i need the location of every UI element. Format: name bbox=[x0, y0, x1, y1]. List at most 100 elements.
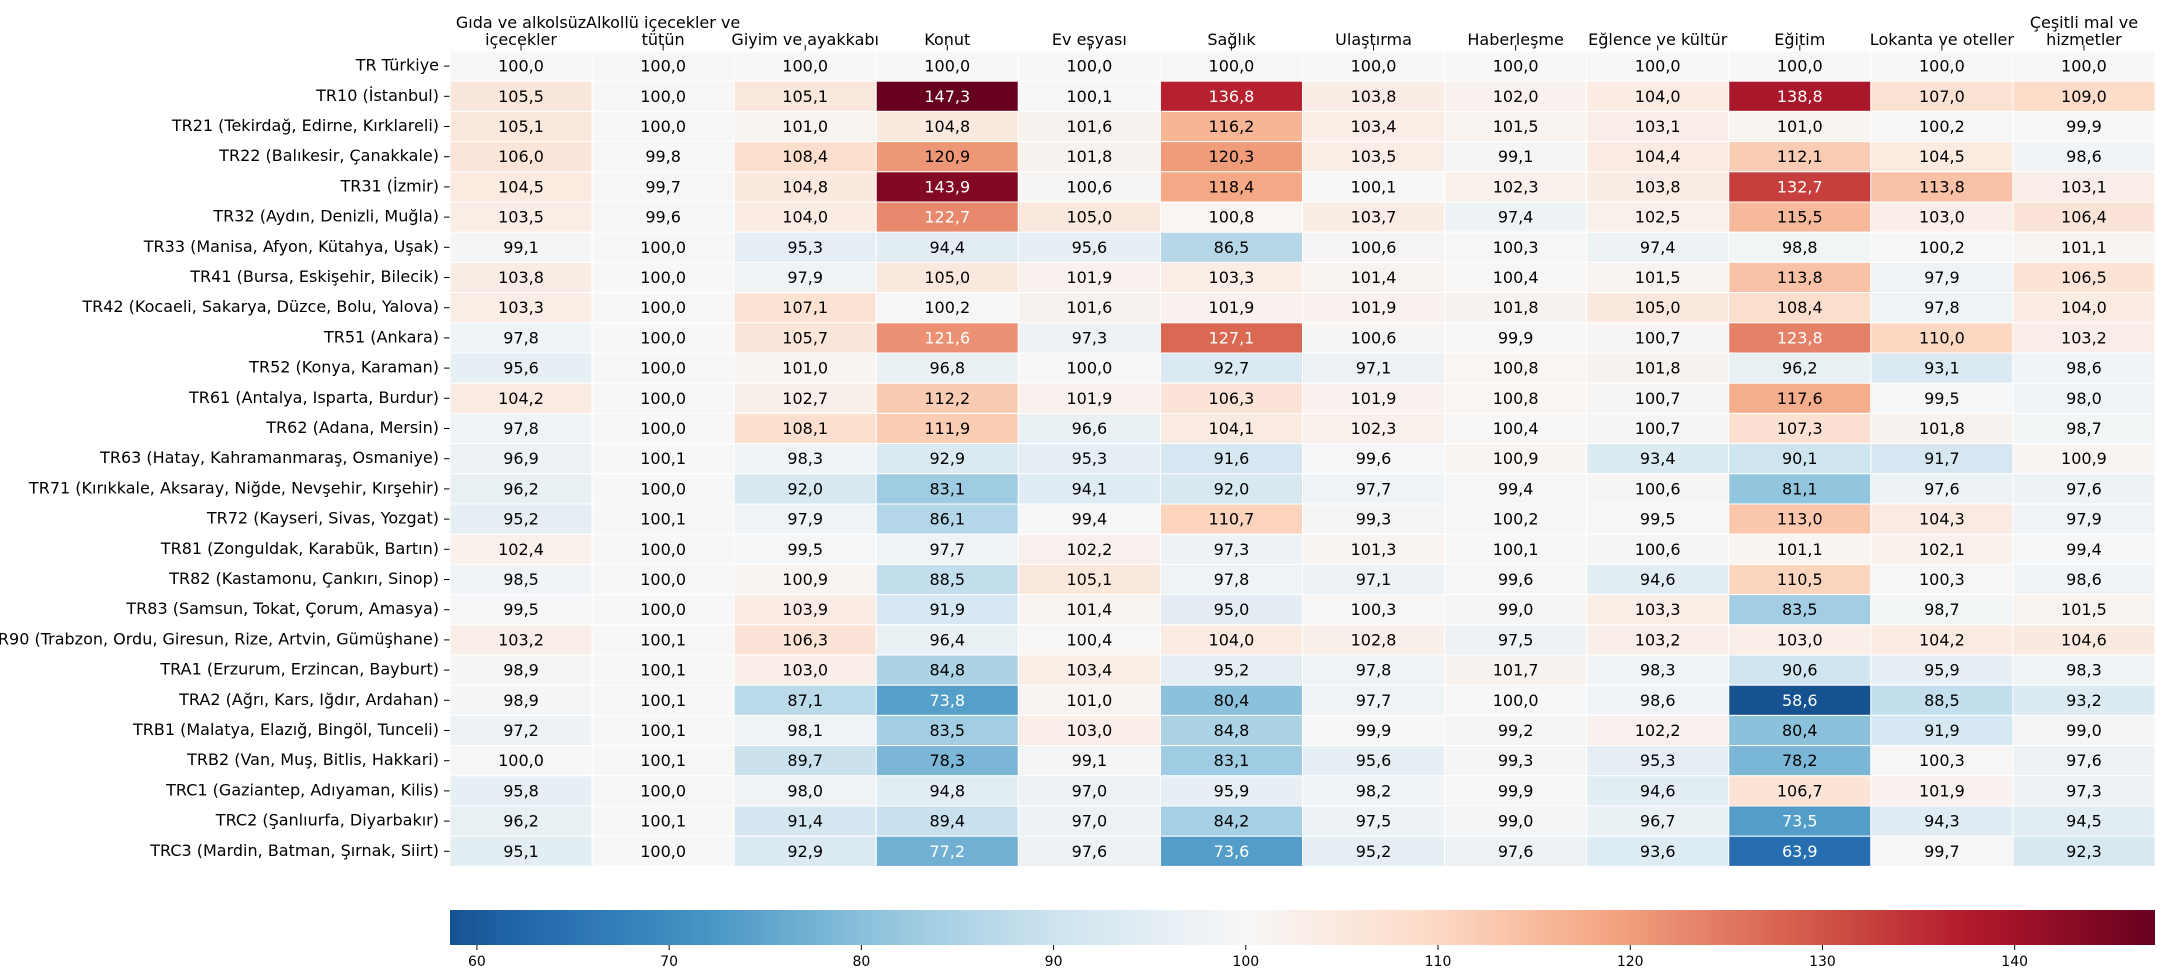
cell-label: 100,4 bbox=[1066, 630, 1112, 649]
heatmap-cell bbox=[875, 473, 1019, 505]
heatmap-cell bbox=[449, 443, 593, 475]
heatmap-cell bbox=[1586, 805, 1730, 837]
heatmap-cell bbox=[1017, 805, 1161, 837]
cell-label: 80,4 bbox=[1214, 691, 1250, 710]
cell-label: 100,3 bbox=[1351, 600, 1397, 619]
cell-label: 103,4 bbox=[1066, 661, 1112, 680]
heatmap-cell bbox=[875, 835, 1019, 867]
heatmap-cell bbox=[875, 594, 1019, 626]
cell-label: 100,9 bbox=[1493, 449, 1539, 468]
cell-label: 101,0 bbox=[782, 117, 828, 136]
cell-label: 101,8 bbox=[1635, 359, 1681, 378]
cell-label: 80,4 bbox=[1782, 721, 1818, 740]
heatmap-cell bbox=[2012, 684, 2156, 716]
cell-label: 100,0 bbox=[640, 781, 686, 800]
cell-label: 120,9 bbox=[924, 147, 970, 166]
cell-label: 73,8 bbox=[929, 691, 965, 710]
heatmap-cell bbox=[449, 654, 593, 686]
heatmap-cell bbox=[875, 110, 1019, 143]
heatmap-cell bbox=[1728, 714, 1872, 747]
cell-label: 100,0 bbox=[640, 238, 686, 257]
cell-label: 97,9 bbox=[787, 268, 823, 287]
cell-label: 100,1 bbox=[1066, 87, 1112, 106]
cell-label: 97,6 bbox=[1072, 842, 1108, 861]
cell-label: 100,0 bbox=[640, 268, 686, 287]
row-label: TR71 (Kırıkkale, Aksaray, Niğde, Nevşehi… bbox=[28, 478, 439, 497]
heatmap-cell bbox=[1302, 684, 1446, 716]
heatmap-cell bbox=[1444, 110, 1588, 143]
cell-label: 100,4 bbox=[1493, 268, 1539, 287]
cell-label: 101,1 bbox=[1777, 540, 1823, 559]
cell-label: 100,6 bbox=[1635, 479, 1681, 498]
heatmap-cell bbox=[2012, 382, 2156, 414]
cell-label: 106,3 bbox=[782, 630, 828, 649]
cell-label: 99,0 bbox=[2066, 721, 2102, 740]
heatmap-cell bbox=[1728, 684, 1872, 716]
cell-label: 100,0 bbox=[1493, 691, 1539, 710]
heatmap-cell bbox=[875, 805, 1019, 837]
colorbar bbox=[450, 910, 2155, 945]
cell-label: 93,1 bbox=[1924, 359, 1960, 378]
cell-label: 101,4 bbox=[1351, 268, 1397, 287]
cell-label: 100,0 bbox=[640, 359, 686, 378]
heatmap-cell bbox=[1017, 745, 1161, 777]
heatmap-cell bbox=[2012, 141, 2156, 173]
cell-label: 96,7 bbox=[1640, 812, 1676, 831]
cell-label: 104,0 bbox=[2061, 298, 2107, 317]
heatmap-cell bbox=[449, 412, 593, 445]
cell-label: 104,0 bbox=[1209, 630, 1255, 649]
cell-label: 83,1 bbox=[929, 479, 965, 498]
heatmap-cell bbox=[2012, 563, 2156, 596]
cell-label: 101,8 bbox=[1066, 147, 1112, 166]
cell-label: 100,0 bbox=[1635, 57, 1681, 76]
heatmap-cell bbox=[449, 322, 593, 354]
heatmap-cell bbox=[1870, 382, 2014, 414]
heatmap-cell bbox=[1444, 141, 1588, 173]
cell-label: 100,0 bbox=[640, 87, 686, 106]
cell-label: 109,0 bbox=[2061, 87, 2107, 106]
cell-label: 98,3 bbox=[1640, 661, 1676, 680]
cell-label: 105,0 bbox=[924, 268, 970, 287]
heatmap-cell bbox=[1444, 745, 1588, 777]
cell-label: 95,3 bbox=[1072, 449, 1108, 468]
heatmap-cell bbox=[1017, 503, 1161, 535]
cell-label: 87,1 bbox=[787, 691, 823, 710]
heatmap-cell bbox=[733, 261, 877, 294]
cell-label: 100,0 bbox=[640, 298, 686, 317]
heatmap-cell bbox=[1870, 171, 2014, 203]
colorbar-tick-label: 80 bbox=[852, 954, 870, 970]
cell-label: 98,8 bbox=[1782, 238, 1818, 257]
cell-label: 97,7 bbox=[1356, 479, 1392, 498]
heatmap-cell bbox=[733, 171, 877, 203]
cell-label: 58,6 bbox=[1782, 691, 1818, 710]
heatmap-cell bbox=[1586, 503, 1730, 535]
row-label: TR62 (Adana, Mersin) bbox=[265, 418, 439, 437]
row-label: TRA1 (Erzurum, Erzincan, Bayburt) bbox=[159, 660, 439, 679]
cell-label: 94,6 bbox=[1640, 781, 1676, 800]
heatmap-cell bbox=[1444, 352, 1588, 384]
heatmap-cell bbox=[2012, 201, 2156, 233]
cell-label: 92,7 bbox=[1214, 359, 1250, 378]
heatmap-cell bbox=[1159, 624, 1303, 656]
heatmap-cell bbox=[591, 201, 735, 233]
cell-label: 100,0 bbox=[640, 842, 686, 861]
heatmap-cell bbox=[1586, 714, 1730, 747]
heatmap-cell bbox=[1870, 141, 2014, 173]
cell-label: 101,4 bbox=[1066, 600, 1112, 619]
cell-label: 103,1 bbox=[2061, 177, 2107, 196]
cell-label: 91,4 bbox=[787, 812, 823, 831]
cell-label: 100,9 bbox=[782, 570, 828, 589]
heatmap-cell bbox=[1302, 624, 1446, 656]
heatmap-cell bbox=[2012, 503, 2156, 535]
heatmap-cell bbox=[2012, 261, 2156, 294]
heatmap-cell bbox=[1586, 473, 1730, 505]
cell-label: 89,4 bbox=[929, 812, 965, 831]
cell-label: 100,6 bbox=[1635, 540, 1681, 559]
heatmap-cell bbox=[1444, 594, 1588, 626]
cell-label: 100,8 bbox=[1209, 208, 1255, 227]
cell-label: 88,5 bbox=[929, 570, 965, 589]
cell-label: 106,7 bbox=[1777, 781, 1823, 800]
cell-label: 103,1 bbox=[1635, 117, 1681, 136]
cell-label: 99,9 bbox=[1356, 721, 1392, 740]
heatmap-cell bbox=[875, 563, 1019, 596]
